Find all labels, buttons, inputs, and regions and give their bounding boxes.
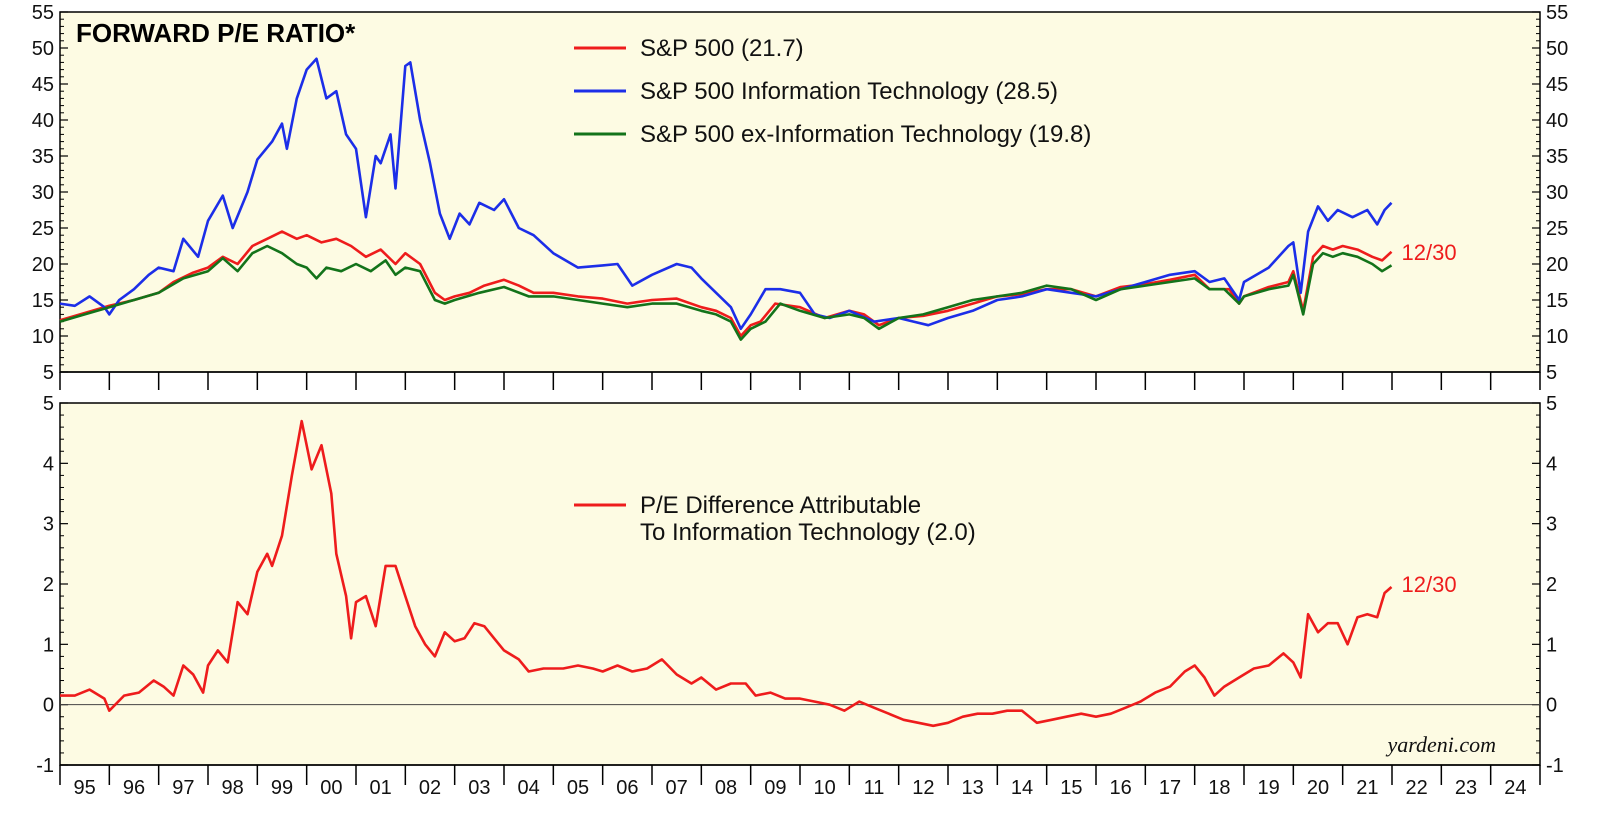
x-tick-label: 22 [1406, 777, 1428, 799]
y-tick-label-right: 5 [1546, 393, 1557, 415]
bottom-plot-background [59, 402, 1541, 766]
x-tick-label: 15 [1060, 777, 1082, 799]
y-tick-label-left: 2 [43, 574, 54, 596]
y-tick-label-right: 55 [1546, 2, 1568, 24]
y-tick-label-left: 5 [43, 393, 54, 415]
x-tick-label: 99 [271, 777, 293, 799]
y-tick-label-right: 20 [1546, 254, 1568, 276]
x-tick-label: 00 [320, 777, 342, 799]
y-tick-label-right: 45 [1546, 74, 1568, 96]
y-tick-label-left: 20 [32, 254, 54, 276]
y-tick-label-right: 10 [1546, 326, 1568, 348]
y-tick-label-right: -1 [1546, 755, 1564, 777]
y-tick-label-left: 25 [32, 218, 54, 240]
legend-label-diff-line-1: To Information Technology (2.0) [640, 519, 976, 546]
x-tick-label: 13 [962, 777, 984, 799]
bottom-panel: -1 -1 0 0 1 1 2 2 3 3 4 4 5 5 P/E Difference Attribut… [36, 393, 1564, 777]
bottom-x-axis: 95 96 97 98 99 00 01 02 03 04 05 06 07 08 09 10 11 12 13 14… [59, 764, 1541, 799]
y-tick-label-right: 3 [1546, 514, 1557, 536]
bottom-series-lines [60, 419, 1393, 728]
y-tick-label-right: 30 [1546, 182, 1568, 204]
x-tick-label: 04 [518, 777, 540, 799]
x-tick-label: 20 [1307, 777, 1329, 799]
legend-label-0: S&P 500 (21.7) [640, 35, 804, 62]
legend-label-1: S&P 500 Information Technology (28.5) [640, 78, 1058, 105]
source-credit: yardeni.com [1385, 732, 1496, 757]
y-tick-label-left: 3 [43, 514, 54, 536]
series-line-0 [60, 419, 1393, 728]
x-tick-label: 23 [1455, 777, 1477, 799]
top-series-lines [59, 57, 1393, 341]
x-tick-label: 08 [715, 777, 737, 799]
y-tick-label-left: 4 [43, 453, 54, 475]
x-tick-label: 95 [74, 777, 96, 799]
x-tick-label: 16 [1110, 777, 1132, 799]
y-tick-label-right: 25 [1546, 218, 1568, 240]
x-tick-label: 14 [1011, 777, 1033, 799]
series-line-1 [59, 57, 1393, 331]
x-tick-label: 97 [172, 777, 194, 799]
top-x-axis [59, 371, 1541, 390]
x-tick-label: 10 [814, 777, 836, 799]
x-tick-label: 01 [370, 777, 392, 799]
y-tick-label-left: 0 [43, 695, 54, 717]
y-tick-label-right: 35 [1546, 146, 1568, 168]
y-tick-label-right: 50 [1546, 38, 1568, 60]
y-tick-label-right: 15 [1546, 290, 1568, 312]
x-tick-label: 17 [1159, 777, 1181, 799]
x-tick-label: 96 [123, 777, 145, 799]
top-legend: S&P 500 (21.7) S&P 500 Information Techno… [574, 35, 1091, 148]
x-tick-label: 19 [1258, 777, 1280, 799]
x-tick-label: 18 [1208, 777, 1230, 799]
x-tick-label: 02 [419, 777, 441, 799]
x-tick-label: 09 [764, 777, 786, 799]
y-tick-label-right: 4 [1546, 453, 1557, 475]
x-tick-label: 06 [616, 777, 638, 799]
x-tick-label: 11 [864, 777, 885, 799]
y-tick-label-left: 45 [32, 74, 54, 96]
y-tick-label-left: 35 [32, 146, 54, 168]
top-plot-background [59, 11, 1541, 373]
y-tick-label-left: 40 [32, 110, 54, 132]
y-tick-label-left: 30 [32, 182, 54, 204]
y-tick-label-left: 15 [32, 290, 54, 312]
y-tick-label-left: 5 [43, 362, 54, 384]
y-tick-label-left: 10 [32, 326, 54, 348]
x-tick-label: 03 [468, 777, 490, 799]
y-tick-label-left: 50 [32, 38, 54, 60]
y-tick-label-right: 5 [1546, 362, 1557, 384]
legend-label-2: S&P 500 ex-Information Technology (19.8) [640, 121, 1091, 148]
x-tick-label: 05 [567, 777, 589, 799]
y-tick-label-right: 40 [1546, 110, 1568, 132]
top-end-date-label: 12/30 [1402, 240, 1457, 265]
chart-title: FORWARD P/E RATIO* [76, 18, 356, 48]
legend-label-diff-line-0: P/E Difference Attributable [640, 492, 921, 519]
x-tick-label: 98 [222, 777, 244, 799]
x-tick-label: 07 [666, 777, 688, 799]
y-tick-label-left: -1 [36, 755, 54, 777]
series-line-2 [59, 244, 1393, 341]
y-tick-label-right: 2 [1546, 574, 1557, 596]
y-tick-label-right: 0 [1546, 695, 1557, 717]
x-tick-label: 21 [1356, 777, 1378, 799]
bottom-end-date-label: 12/30 [1402, 572, 1457, 597]
y-tick-label-right: 1 [1546, 634, 1557, 656]
y-tick-label-left: 1 [43, 634, 54, 656]
y-tick-label-left: 55 [32, 2, 54, 24]
x-tick-label: 24 [1504, 777, 1526, 799]
x-tick-label: 12 [912, 777, 934, 799]
